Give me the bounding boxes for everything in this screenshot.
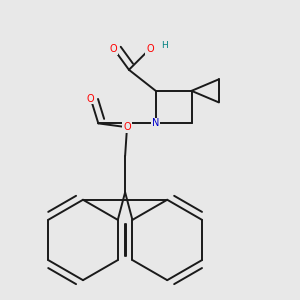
Text: H: H [161, 41, 168, 50]
Text: O: O [123, 122, 131, 132]
Text: O: O [110, 44, 117, 54]
Text: N: N [152, 118, 159, 128]
Text: O: O [146, 44, 154, 54]
Text: O: O [87, 94, 94, 103]
